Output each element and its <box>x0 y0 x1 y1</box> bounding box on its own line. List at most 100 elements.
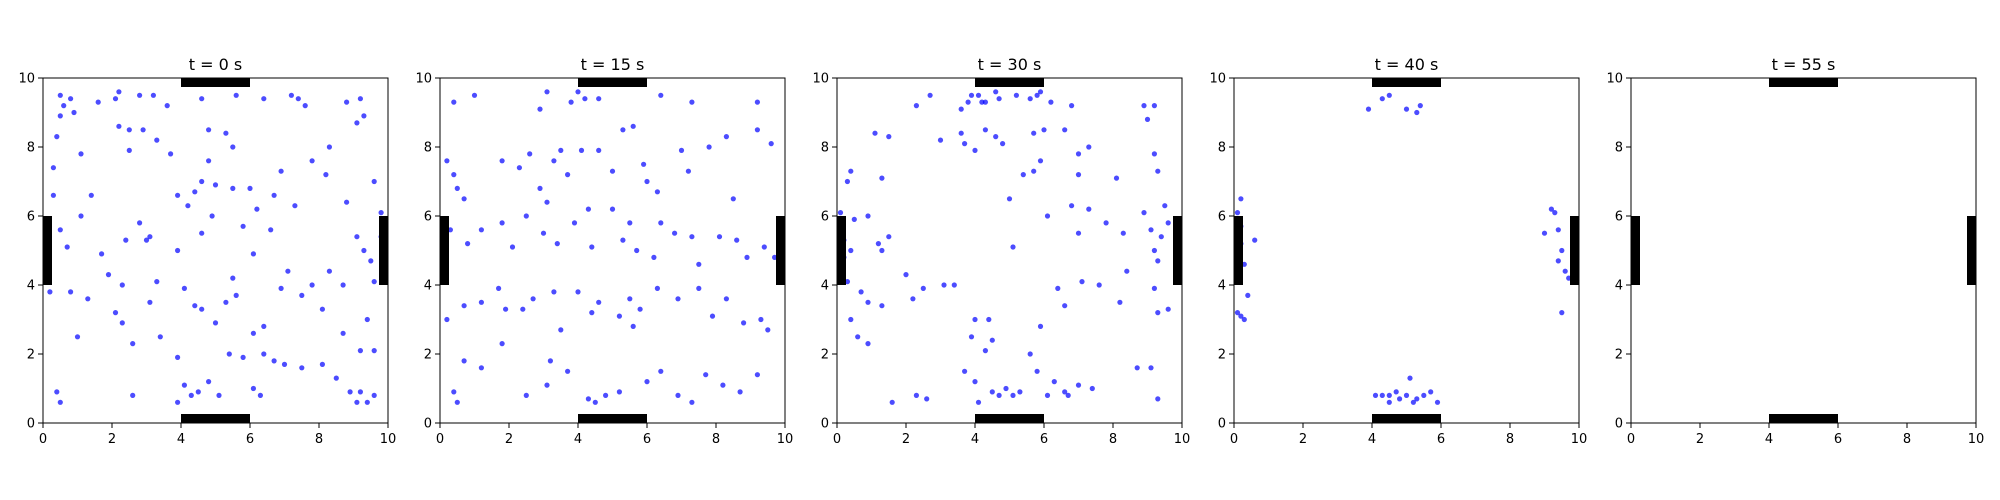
data-point <box>596 96 602 102</box>
data-point <box>1062 127 1068 133</box>
data-point <box>982 127 989 133</box>
data-point <box>199 230 205 236</box>
data-point <box>354 399 360 405</box>
data-point <box>1559 310 1565 316</box>
data-point <box>61 103 67 109</box>
data-point <box>1403 106 1410 112</box>
x-tick-label: 4 <box>971 432 979 447</box>
data-point <box>989 337 995 343</box>
y-tick-label: 4 <box>27 279 35 294</box>
data-point <box>1552 210 1558 216</box>
data-point <box>181 382 187 388</box>
data-point <box>571 220 578 226</box>
data-point <box>1403 392 1410 398</box>
data-point <box>879 175 885 181</box>
data-point <box>1410 399 1416 405</box>
data-point <box>147 299 153 305</box>
y-tick-label: 10 <box>415 72 432 87</box>
door-top <box>1769 78 1838 87</box>
data-point <box>223 130 229 136</box>
data-point <box>578 147 585 153</box>
data-point <box>137 92 143 98</box>
data-point <box>340 282 346 288</box>
data-point <box>761 244 767 250</box>
data-point <box>185 203 191 209</box>
data-point <box>175 354 181 360</box>
data-point <box>1037 323 1044 329</box>
data-point <box>848 247 854 254</box>
data-point <box>616 313 623 319</box>
data-point <box>154 279 160 285</box>
x-tick-label: 2 <box>108 432 116 447</box>
data-point <box>451 172 457 178</box>
door-left <box>440 216 449 285</box>
data-point <box>630 323 636 329</box>
data-point <box>226 351 232 357</box>
data-point <box>71 109 77 116</box>
axes-frame <box>42 77 389 424</box>
data-point <box>1117 299 1123 305</box>
panel-title: t = 40 s <box>1375 55 1439 74</box>
data-point <box>516 165 523 171</box>
data-point <box>1044 213 1051 219</box>
data-point <box>1103 220 1109 226</box>
data-point <box>247 185 253 191</box>
data-point <box>1055 285 1061 291</box>
panel-title: t = 0 s <box>189 55 242 74</box>
data-point <box>879 303 885 309</box>
data-point <box>175 247 181 254</box>
data-point <box>996 96 1002 102</box>
data-point <box>54 134 60 140</box>
data-point <box>962 368 968 374</box>
data-point <box>54 389 60 395</box>
x-tick-label: 6 <box>1437 432 1445 447</box>
data-point <box>1020 172 1026 178</box>
data-point <box>212 320 219 326</box>
y-tick-label: 2 <box>1615 348 1623 363</box>
data-point <box>527 151 533 157</box>
data-point <box>875 241 882 247</box>
data-point <box>993 134 999 140</box>
data-point <box>444 316 450 323</box>
x-tick-label: 8 <box>1903 432 1911 447</box>
data-point <box>206 158 212 164</box>
data-point <box>585 206 592 212</box>
data-point <box>64 244 70 250</box>
data-point <box>454 185 460 191</box>
data-point <box>212 182 219 188</box>
data-point <box>199 178 205 185</box>
data-point <box>886 134 892 140</box>
x-tick-label: 4 <box>177 432 185 447</box>
data-point <box>299 365 305 371</box>
data-point <box>299 292 305 298</box>
door-left <box>837 216 846 285</box>
data-point <box>644 379 650 385</box>
data-point <box>233 292 239 298</box>
data-point <box>609 168 616 174</box>
y-tick-label: 4 <box>424 279 432 294</box>
data-point <box>1155 168 1161 174</box>
data-point <box>309 282 315 288</box>
data-point <box>371 279 377 285</box>
data-point <box>709 313 716 319</box>
data-point <box>903 272 909 278</box>
x-tick-label: 6 <box>643 432 651 447</box>
data-point <box>1555 227 1561 233</box>
data-point <box>565 172 571 178</box>
data-point <box>575 89 581 95</box>
data-point <box>975 92 982 98</box>
y-tick-label: 8 <box>424 141 432 156</box>
y-tick-label: 0 <box>424 417 432 432</box>
data-point <box>1559 247 1565 254</box>
data-point <box>962 141 968 147</box>
data-point <box>261 351 267 357</box>
x-tick-label: 6 <box>1834 432 1842 447</box>
data-point <box>1113 175 1120 181</box>
data-point <box>50 192 57 198</box>
y-tick-label: 4 <box>821 279 829 294</box>
data-point <box>333 375 339 381</box>
door-top <box>1372 78 1441 87</box>
points <box>837 89 1171 405</box>
data-point <box>285 268 291 274</box>
data-point <box>119 282 125 288</box>
